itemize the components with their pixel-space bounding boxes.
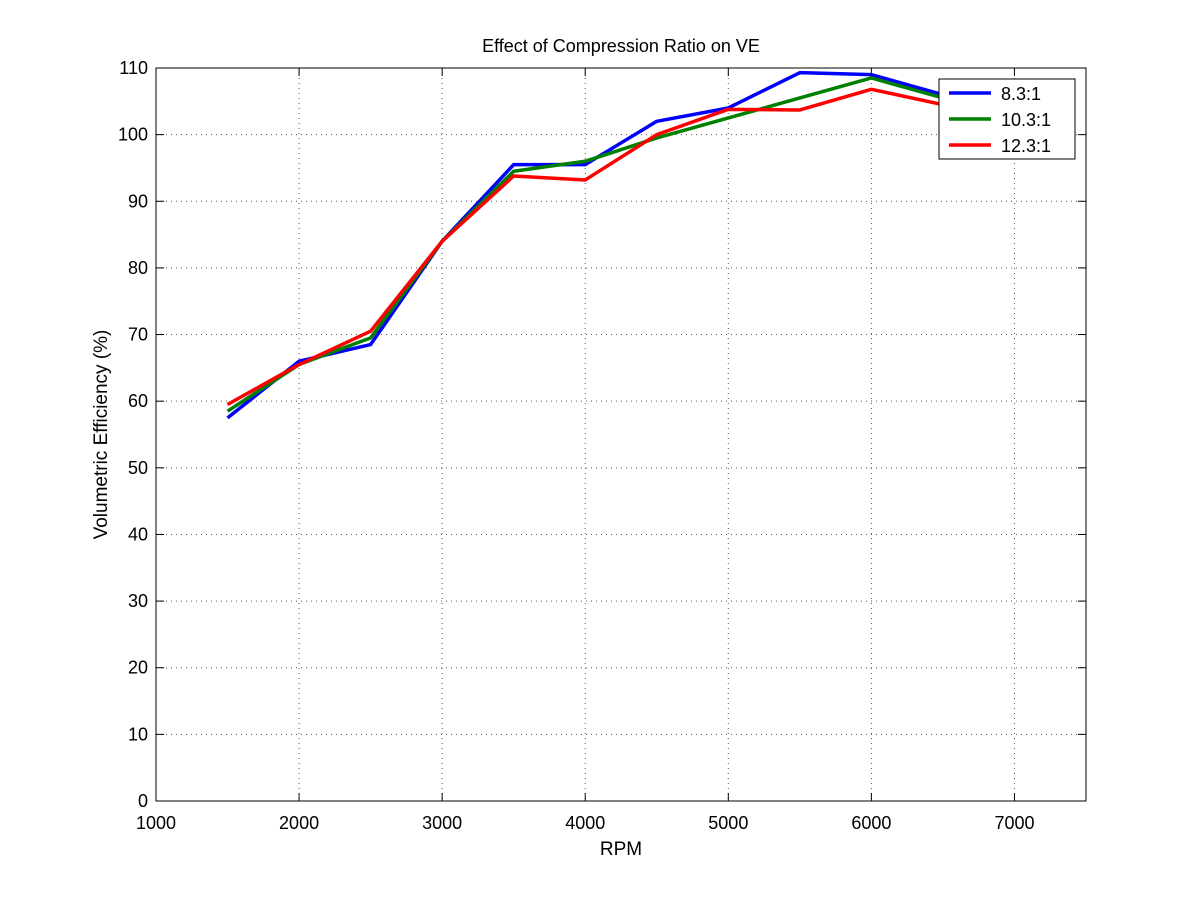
- y-tick-label: 40: [128, 524, 148, 544]
- legend-entries: 8.3:1 10.3:1 12.3:1: [949, 84, 1051, 156]
- series-line: [226, 70, 944, 420]
- legend-label: 8.3:1: [1001, 84, 1041, 104]
- y-tick-label: 80: [128, 258, 148, 278]
- x-tick-label: 6000: [851, 813, 891, 833]
- y-tick-label: 100: [118, 125, 148, 145]
- y-tick-label: 70: [128, 325, 148, 345]
- legend-label: 12.3:1: [1001, 136, 1051, 156]
- x-tick-labels: 1000 2000 3000 4000 5000 6000 7000: [136, 813, 1035, 833]
- y-tick-labels: 0 10 20 30 40 50 60 70 80 90 100 110: [118, 58, 148, 811]
- legend-label: 10.3:1: [1001, 110, 1051, 130]
- y-tick-label: 10: [128, 724, 148, 744]
- series-line: [226, 76, 944, 413]
- legend: 8.3:1 10.3:1 12.3:1: [938, 78, 1076, 160]
- plot-frame: [155, 67, 1087, 802]
- y-tick-label: 0: [138, 791, 148, 811]
- chart-title: Effect of Compression Ratio on VE: [482, 36, 760, 56]
- x-tick-label: 2000: [279, 813, 319, 833]
- axis-ticks: [155, 67, 1086, 802]
- x-tick-label: 7000: [994, 813, 1034, 833]
- y-axis-label: Volumetric Efficiency (%): [91, 330, 112, 540]
- series-lines: [226, 70, 944, 420]
- y-tick-label: 110: [119, 58, 148, 78]
- y-tick-label: 90: [128, 191, 148, 211]
- y-tick-label: 60: [128, 391, 148, 411]
- x-tick-label: 4000: [565, 813, 605, 833]
- x-tick-label: 1000: [136, 813, 176, 833]
- x-axis-label: RPM: [600, 839, 642, 860]
- y-tick-label: 20: [128, 658, 148, 678]
- x-tick-label: 3000: [422, 813, 462, 833]
- y-tick-label: 30: [128, 591, 148, 611]
- grid-lines: [156, 68, 1086, 801]
- plot-area: [156, 68, 1086, 801]
- y-tick-label: 50: [128, 458, 148, 478]
- series-line: [226, 87, 944, 407]
- x-tick-label: 5000: [708, 813, 748, 833]
